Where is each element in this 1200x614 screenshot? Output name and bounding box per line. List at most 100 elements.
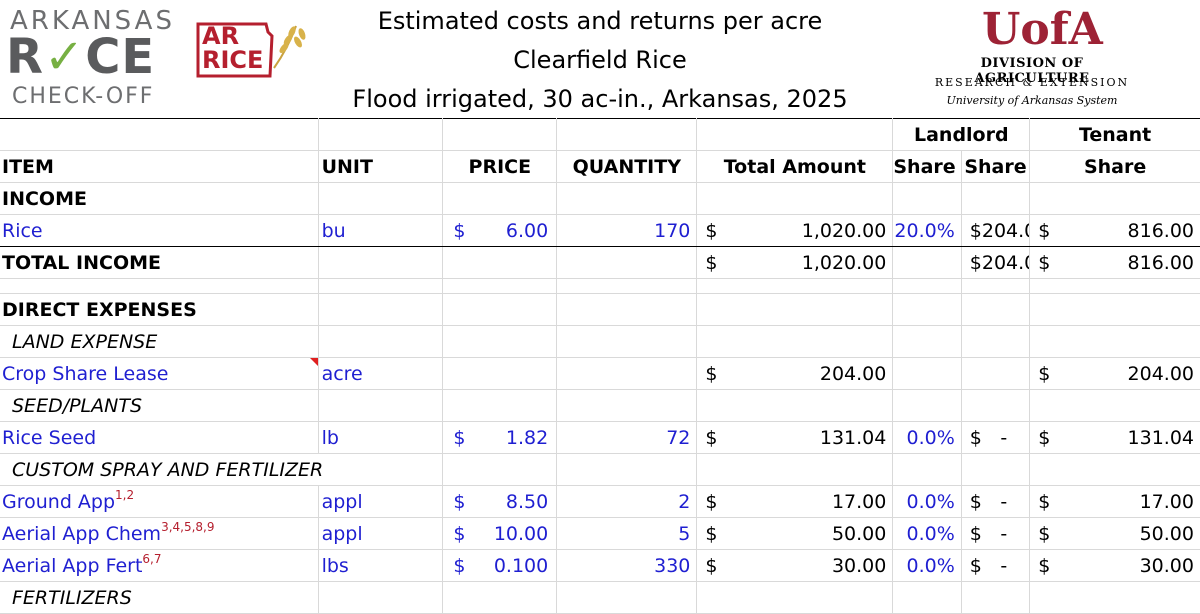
quantity-cell[interactable]: 72 bbox=[556, 421, 698, 454]
cell[interactable] bbox=[318, 278, 444, 294]
total-cell[interactable]: $17.00 bbox=[696, 485, 894, 518]
section-label-direct-expenses[interactable]: DIRECT EXPENSES bbox=[0, 293, 319, 326]
price-column-header[interactable]: PRICE bbox=[442, 150, 558, 183]
landlord-share-cell[interactable]: $ - bbox=[961, 517, 1031, 550]
cell[interactable] bbox=[1029, 453, 1200, 486]
total-amount-column-header[interactable]: Total Amount bbox=[696, 150, 894, 183]
subsection-label-seed-plants[interactable]: SEED/PLANTS bbox=[0, 389, 319, 422]
cell[interactable] bbox=[318, 581, 444, 614]
item-cell[interactable]: Rice bbox=[0, 214, 319, 247]
subsection-label-fertilizers[interactable]: FERTILIZERS bbox=[0, 581, 319, 614]
item-cell[interactable]: Crop Share Lease bbox=[0, 357, 319, 390]
cell[interactable] bbox=[961, 389, 1031, 422]
share-pct-cell[interactable]: 0.0% bbox=[892, 549, 962, 582]
unit-cell[interactable]: lbs bbox=[318, 549, 444, 582]
share-pct-column-header[interactable]: Share % bbox=[892, 150, 962, 183]
cell[interactable] bbox=[442, 453, 558, 486]
cell[interactable] bbox=[892, 357, 962, 390]
cell[interactable] bbox=[1029, 325, 1200, 358]
cell[interactable] bbox=[556, 246, 698, 279]
total-cell[interactable]: $1,020.00 bbox=[696, 246, 894, 279]
cell[interactable] bbox=[892, 246, 962, 279]
total-cell[interactable]: $131.04 bbox=[696, 421, 894, 454]
unit-cell[interactable]: appl bbox=[318, 485, 444, 518]
tenant-share-cell[interactable]: $30.00 bbox=[1029, 549, 1200, 582]
cell[interactable] bbox=[442, 325, 558, 358]
landlord-share-cell[interactable]: $ - bbox=[961, 485, 1031, 518]
price-cell[interactable]: $10.00 bbox=[442, 517, 558, 550]
unit-column-header[interactable]: UNIT bbox=[318, 150, 444, 183]
cell[interactable] bbox=[556, 278, 698, 294]
unit-cell[interactable]: acre bbox=[318, 357, 444, 390]
quantity-cell[interactable]: 5 bbox=[556, 517, 698, 550]
cell[interactable] bbox=[961, 581, 1031, 614]
landlord-share-cell[interactable]: $204.00 bbox=[961, 214, 1031, 247]
cell[interactable] bbox=[318, 389, 444, 422]
landlord-share-cell[interactable]: $204.00 bbox=[961, 246, 1031, 279]
cell[interactable] bbox=[892, 278, 962, 294]
landlord-share-cell[interactable]: $ - bbox=[961, 421, 1031, 454]
price-cell[interactable]: $0.100 bbox=[442, 549, 558, 582]
cell[interactable] bbox=[892, 453, 962, 486]
quantity-cell[interactable]: 170 bbox=[556, 214, 698, 247]
cell[interactable] bbox=[318, 118, 444, 151]
cell[interactable] bbox=[696, 118, 894, 151]
total-cell[interactable]: $30.00 bbox=[696, 549, 894, 582]
cell[interactable] bbox=[318, 293, 444, 326]
item-cell[interactable]: Rice Seed bbox=[0, 421, 319, 454]
cell[interactable] bbox=[1029, 389, 1200, 422]
tenant-share-cell[interactable]: $50.00 bbox=[1029, 517, 1200, 550]
tenant-share-cell[interactable]: $17.00 bbox=[1029, 485, 1200, 518]
unit-cell[interactable]: bu bbox=[318, 214, 444, 247]
cell[interactable] bbox=[961, 325, 1031, 358]
cell[interactable] bbox=[556, 118, 698, 151]
cell[interactable] bbox=[1029, 293, 1200, 326]
tenant-share-cell[interactable]: $816.00 bbox=[1029, 214, 1200, 247]
landlord-share-cell[interactable]: $ - bbox=[961, 549, 1031, 582]
section-label-total-income[interactable]: TOTAL INCOME bbox=[0, 246, 319, 279]
cell[interactable] bbox=[892, 325, 962, 358]
tenant-header[interactable]: Tenant bbox=[1029, 118, 1200, 151]
cell[interactable] bbox=[556, 357, 698, 390]
item-column-header[interactable]: ITEM bbox=[0, 150, 319, 183]
cell[interactable] bbox=[1029, 182, 1200, 215]
item-cell[interactable]: Aerial App Chem3,4,5,8,9 bbox=[0, 517, 319, 550]
cell[interactable] bbox=[556, 182, 698, 215]
cell[interactable] bbox=[1029, 278, 1200, 294]
cell[interactable] bbox=[961, 278, 1031, 294]
cell[interactable] bbox=[696, 453, 894, 486]
price-cell[interactable]: $1.82 bbox=[442, 421, 558, 454]
total-cell[interactable]: $1,020.00 bbox=[696, 214, 894, 247]
cell[interactable] bbox=[696, 389, 894, 422]
cell[interactable] bbox=[556, 293, 698, 326]
share-pct-cell[interactable]: 20.0% bbox=[892, 214, 962, 247]
cell[interactable] bbox=[961, 357, 1031, 390]
comment-indicator-icon[interactable] bbox=[309, 358, 318, 366]
cell[interactable] bbox=[696, 581, 894, 614]
cell[interactable] bbox=[892, 182, 962, 215]
cell[interactable] bbox=[696, 325, 894, 358]
quantity-column-header[interactable]: QUANTITY bbox=[556, 150, 698, 183]
cell[interactable] bbox=[892, 293, 962, 326]
section-label-income[interactable]: INCOME bbox=[0, 182, 319, 215]
cell[interactable] bbox=[961, 182, 1031, 215]
cell[interactable] bbox=[556, 581, 698, 614]
cell[interactable] bbox=[442, 389, 558, 422]
item-cell[interactable]: Aerial App Fert6,7 bbox=[0, 549, 319, 582]
cell[interactable] bbox=[892, 389, 962, 422]
landlord-share-column-header[interactable]: Share bbox=[961, 150, 1031, 183]
total-cell[interactable]: $50.00 bbox=[696, 517, 894, 550]
cell[interactable] bbox=[318, 182, 444, 215]
tenant-share-cell[interactable]: $816.00 bbox=[1029, 246, 1200, 279]
cell[interactable] bbox=[892, 581, 962, 614]
tenant-share-cell[interactable]: $204.00 bbox=[1029, 357, 1200, 390]
unit-cell[interactable]: lb bbox=[318, 421, 444, 454]
tenant-share-column-header[interactable]: Share bbox=[1029, 150, 1200, 183]
unit-cell[interactable]: appl bbox=[318, 517, 444, 550]
cell[interactable] bbox=[696, 293, 894, 326]
quantity-cell[interactable]: 2 bbox=[556, 485, 698, 518]
tenant-share-cell[interactable]: $131.04 bbox=[1029, 421, 1200, 454]
landlord-header[interactable]: Landlord bbox=[892, 118, 1031, 151]
cell[interactable] bbox=[442, 278, 558, 294]
cell[interactable] bbox=[318, 325, 444, 358]
